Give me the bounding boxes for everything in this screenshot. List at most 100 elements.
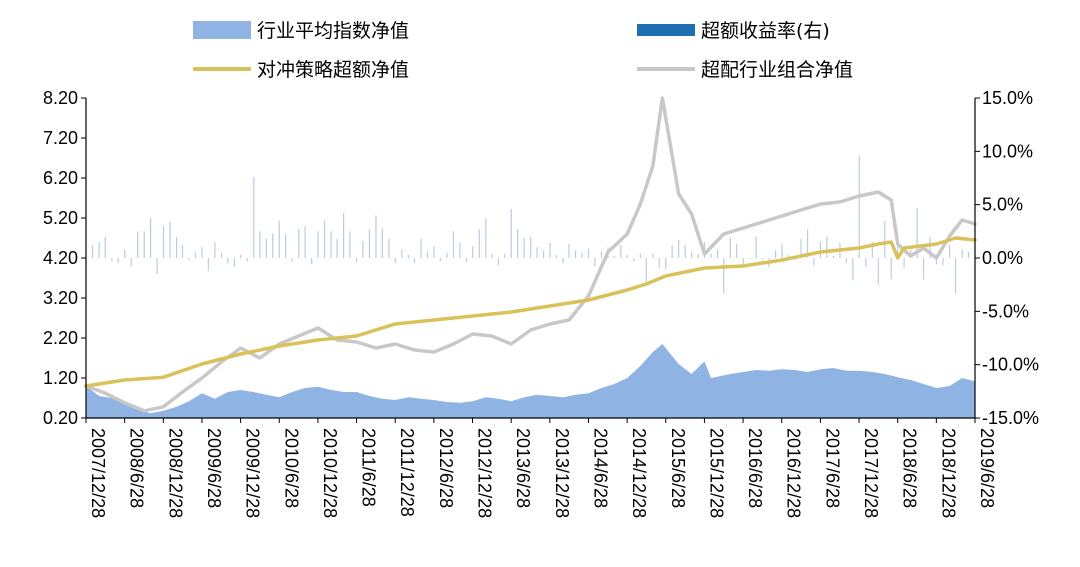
excess-return-bar bbox=[285, 234, 287, 258]
excess-return-bar bbox=[220, 252, 223, 258]
y-left-tick-label: 0.20 bbox=[43, 408, 78, 428]
excess-return-bar bbox=[858, 155, 860, 258]
excess-return-bar bbox=[897, 243, 899, 258]
x-tick-label: 2011/12/28 bbox=[397, 428, 417, 517]
excess-return-bar bbox=[794, 258, 796, 261]
excess-return-bar bbox=[362, 240, 364, 258]
y-right-tick-label: 15.0% bbox=[982, 88, 1033, 108]
y-left-tick-label: 8.20 bbox=[43, 88, 78, 108]
x-tick-label: 2018/6/28 bbox=[900, 428, 920, 508]
excess-return-bar bbox=[343, 213, 345, 258]
excess-return-bar bbox=[510, 208, 512, 258]
excess-return-bar bbox=[633, 258, 635, 262]
x-tick-label: 2009/12/28 bbox=[243, 428, 263, 518]
excess-return-bar bbox=[491, 253, 493, 258]
x-tick-label: 2012/12/28 bbox=[475, 428, 495, 518]
excess-return-bar bbox=[459, 243, 461, 258]
excess-return-bar bbox=[298, 229, 300, 258]
excess-return-bar bbox=[684, 245, 686, 258]
excess-return-bar bbox=[671, 245, 673, 258]
excess-return-bar bbox=[613, 255, 615, 258]
excess-return-bar bbox=[890, 258, 892, 280]
x-tick-label: 2013/12/28 bbox=[552, 428, 572, 518]
y-left-tick-label: 5.20 bbox=[43, 208, 78, 228]
excess-return-bar bbox=[201, 247, 203, 258]
excess-return-bar bbox=[394, 258, 396, 264]
y-left-tick-label: 7.20 bbox=[43, 128, 78, 148]
axes: 0.20 1.20 2.20 3.20 4.20 5.20 6.20 7.20 8.20 -15.… bbox=[43, 88, 1039, 518]
excess-return-bar bbox=[710, 253, 712, 258]
excess-return-bar bbox=[942, 258, 944, 266]
excess-return-bar bbox=[278, 220, 280, 258]
excess-return-bar bbox=[903, 258, 905, 268]
excess-return-bar bbox=[227, 258, 229, 264]
legend-item: 超配行业组合净值 bbox=[637, 59, 853, 81]
x-tick-label: 2019/6/28 bbox=[977, 428, 997, 508]
excess-return-bars bbox=[85, 155, 976, 294]
excess-return-bar bbox=[304, 226, 306, 258]
x-tick-label: 2018/12/28 bbox=[938, 428, 958, 518]
excess-return-bar bbox=[755, 236, 757, 258]
excess-return-bar bbox=[137, 231, 139, 258]
y-left-tick-label: 6.20 bbox=[43, 168, 78, 188]
excess-return-bar bbox=[884, 220, 886, 258]
x-tick-label: 2014/12/28 bbox=[629, 428, 649, 518]
excess-return-bar bbox=[762, 258, 764, 261]
excess-return-bar bbox=[806, 229, 809, 258]
excess-return-bar bbox=[717, 249, 719, 258]
excess-return-bar bbox=[916, 207, 918, 258]
x-tick-label: 2010/6/28 bbox=[281, 428, 301, 508]
x-tick-label: 2008/6/28 bbox=[127, 428, 147, 508]
excess-return-bar bbox=[865, 258, 867, 267]
excess-return-bar bbox=[485, 218, 487, 258]
excess-return-bar bbox=[465, 258, 467, 263]
x-tick-label: 2015/6/28 bbox=[668, 428, 688, 508]
y-left-tick-label: 3.20 bbox=[43, 288, 78, 308]
excess-return-bar bbox=[639, 253, 641, 258]
excess-return-bar bbox=[375, 215, 377, 258]
excess-return-bar bbox=[748, 258, 751, 260]
legend-bar-swatch bbox=[637, 24, 695, 36]
x-tick-label: 2008/12/28 bbox=[165, 428, 185, 518]
x-tick-label: 2007/12/28 bbox=[88, 428, 108, 518]
excess-return-bar bbox=[420, 238, 422, 258]
excess-return-bar bbox=[549, 243, 551, 258]
excess-return-bar bbox=[736, 244, 738, 258]
excess-return-bar bbox=[742, 258, 744, 266]
excess-return-bar bbox=[355, 258, 358, 263]
excess-return-bar bbox=[723, 258, 725, 294]
excess-return-bar bbox=[317, 231, 319, 258]
excess-return-bar bbox=[658, 258, 660, 268]
excess-return-bar bbox=[652, 253, 654, 258]
excess-return-bar bbox=[690, 251, 693, 258]
excess-return-bar bbox=[446, 252, 448, 258]
excess-return-bar bbox=[156, 258, 158, 274]
excess-return-bar bbox=[781, 244, 783, 258]
legend-item: 对冲策略超额净值 bbox=[193, 59, 409, 81]
excess-return-bar bbox=[272, 233, 274, 258]
excess-return-bar bbox=[323, 220, 326, 258]
excess-return-bar bbox=[954, 258, 957, 294]
y-left-tick-label: 4.20 bbox=[43, 248, 78, 268]
excess-return-bar bbox=[349, 231, 351, 258]
legend-label: 对冲策略超额净值 bbox=[257, 59, 409, 81]
excess-return-bar bbox=[800, 238, 802, 258]
series-lines bbox=[84, 96, 977, 413]
excess-return-bar bbox=[678, 239, 680, 258]
excess-return-bar bbox=[574, 250, 577, 258]
excess-return-bar bbox=[819, 242, 822, 258]
x-tick-label: 2009/6/28 bbox=[204, 428, 224, 508]
excess-return-bar bbox=[877, 258, 879, 285]
excess-return-bar bbox=[935, 258, 938, 265]
excess-return-bar bbox=[581, 252, 583, 258]
excess-return-bar bbox=[259, 231, 261, 258]
excess-return-bar bbox=[555, 254, 558, 258]
excess-return-bar bbox=[452, 231, 455, 258]
excess-return-bar bbox=[478, 229, 480, 258]
excess-return-bar bbox=[813, 258, 815, 266]
y-right-tick-label: -15.0% bbox=[982, 408, 1039, 428]
excess-return-bar bbox=[594, 258, 596, 267]
x-tick-label: 2014/6/28 bbox=[590, 428, 610, 508]
excess-return-bar bbox=[149, 217, 152, 258]
excess-return-bar bbox=[832, 255, 834, 258]
